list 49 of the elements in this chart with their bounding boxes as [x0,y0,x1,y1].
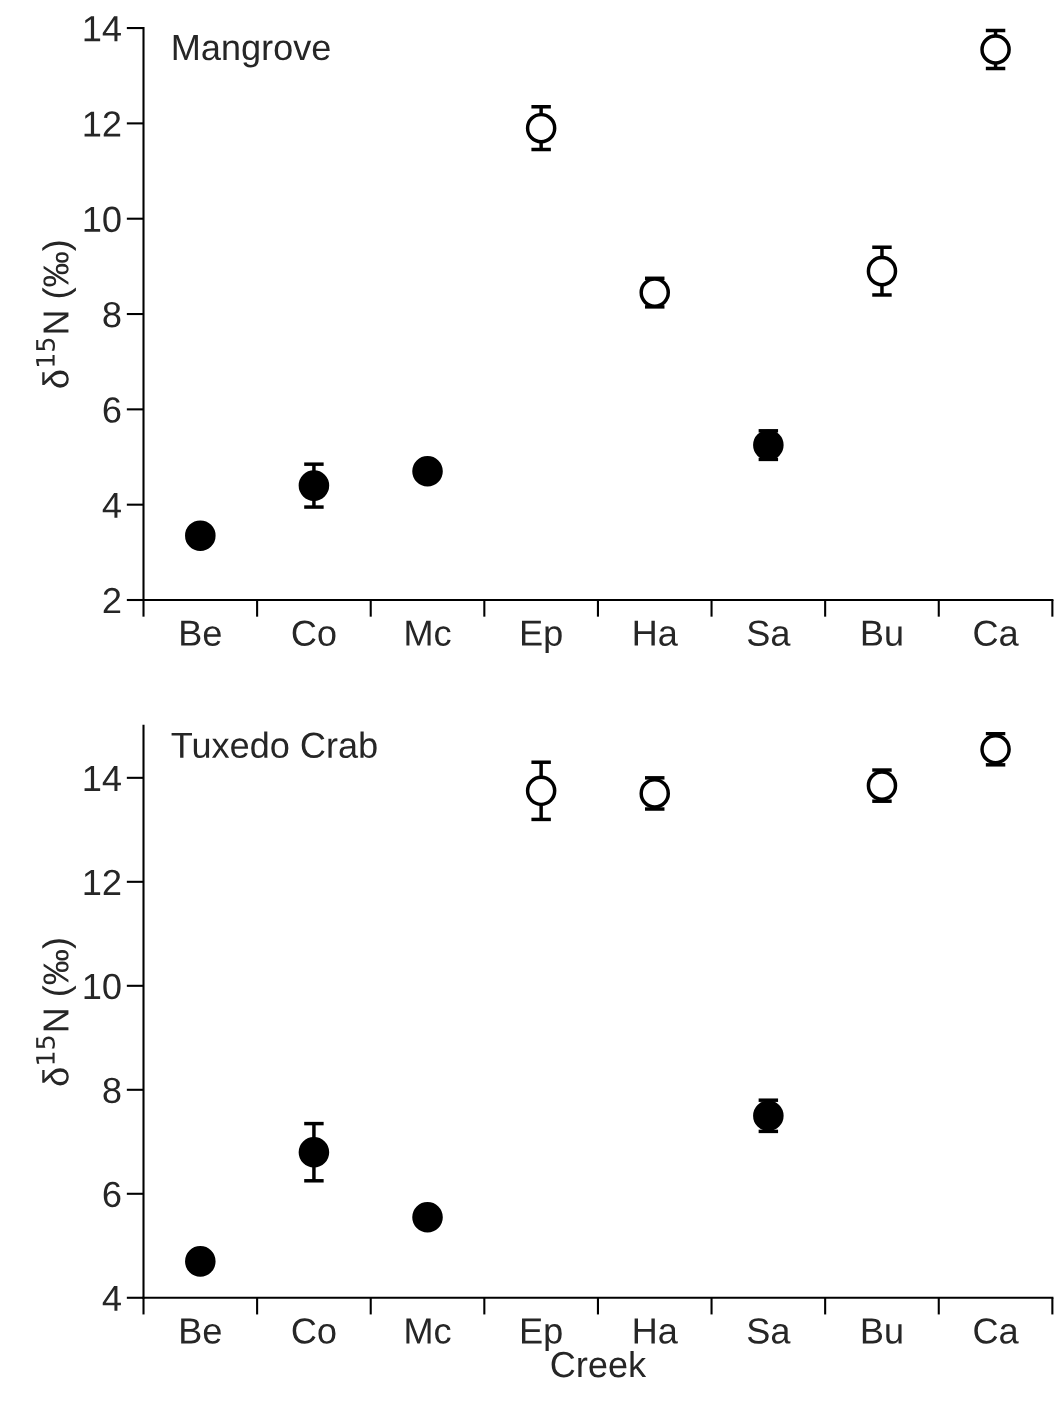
x-tick-label: Ca [974,620,1019,646]
point [753,1100,784,1132]
y-tick-label: 10 [84,973,121,1000]
y-tick-label: 8 [103,301,121,328]
y-tick-label: 4 [102,1286,121,1311]
x-axis-title: Creek [551,1350,647,1378]
y-axis-title: δ$^{15}$N (‰) [36,939,76,1086]
x-tick-label: Ep [522,1318,562,1351]
point [185,520,216,551]
y-axis-title: δ$^{15}$N (‰) [36,241,76,388]
x-tick-label: Co [292,1318,336,1344]
x-tick-label: Bu [862,1318,902,1344]
point [298,470,330,501]
y-tick-label: 6 [103,1181,121,1208]
x-tick-label: Ca [974,1318,1019,1344]
y-tick-label: 12 [84,869,121,895]
x-tick-label: Mc [406,1318,451,1344]
y-tick-label: 10 [84,206,121,233]
x-tick-label: Ha [634,620,678,646]
y-tick-label: 6 [103,397,121,423]
y-tick-label: 14 [84,766,121,791]
point [639,277,671,308]
chart-title: Tuxedo Crab [171,731,377,759]
y-tick-label: 2 [103,587,121,614]
chart-title: Mangrove [173,35,330,68]
x-tick-label: Be [181,1318,221,1344]
y-tick-label: 4 [102,492,121,518]
x-tick-label: Sa [747,620,791,646]
point [525,112,557,144]
x-tick-label: Sa [747,1318,791,1344]
x-tick-label: Mc [406,620,451,646]
point [412,456,443,487]
point [980,733,1011,765]
point [639,778,671,809]
x-tick-label: Ep [522,620,562,654]
x-tick-label: Co [292,620,336,646]
point [866,255,898,287]
point [412,1201,443,1233]
x-tick-label: Bu [862,620,902,646]
x-tick-label: Ha [634,1318,678,1344]
x-tick-label: Be [181,620,221,646]
y-tick-label: 12 [84,111,121,137]
point [185,1246,216,1277]
y-tick-label: 8 [103,1077,121,1104]
point [298,1136,330,1168]
point [866,770,898,801]
point [525,775,557,807]
point [980,34,1011,65]
y-tick-label: 14 [84,16,121,42]
